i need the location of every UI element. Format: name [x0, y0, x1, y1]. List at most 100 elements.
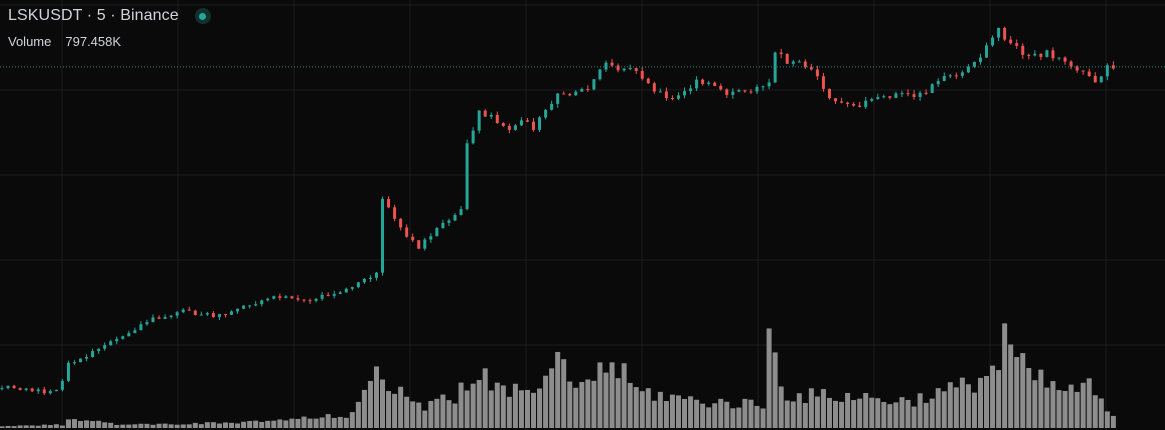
candle-body: [815, 69, 819, 77]
volume-bars: [0, 323, 1116, 428]
volume-bar: [192, 422, 198, 428]
candle-body: [489, 114, 493, 117]
candle-body: [930, 84, 934, 94]
volume-bar: [833, 400, 839, 428]
market-status-icon[interactable]: [194, 8, 211, 24]
candle-body: [1021, 45, 1025, 55]
volume-bar: [917, 393, 923, 428]
volume-bar: [1056, 390, 1062, 428]
volume-bar: [186, 424, 192, 428]
candle-body: [773, 52, 777, 83]
candle-body: [900, 93, 904, 95]
volume-bar: [11, 426, 17, 428]
volume-bar: [102, 422, 108, 428]
candle-body: [894, 93, 898, 98]
candle-body: [0, 388, 4, 390]
volume-bar: [331, 417, 337, 428]
volume-bar: [1038, 369, 1044, 428]
volume-bar: [639, 391, 645, 428]
volume-bar: [730, 408, 736, 428]
volume-bar: [754, 405, 760, 428]
candle-body: [1045, 50, 1049, 57]
candle-body: [544, 109, 548, 118]
volume-bar: [977, 377, 983, 428]
volume-bar: [84, 420, 90, 428]
symbol-title[interactable]: LSKUSDT · 5 · Binance: [8, 7, 179, 24]
candle-body: [864, 100, 868, 107]
volume-bar: [941, 391, 947, 428]
candle-body: [791, 61, 795, 64]
candle-body: [260, 300, 264, 305]
candle-body: [501, 123, 505, 126]
volume-bar: [965, 384, 971, 428]
candle-body: [519, 120, 523, 126]
candle-body: [230, 311, 234, 315]
volume-bar: [700, 403, 706, 428]
candle-body: [1051, 50, 1055, 59]
candle-body: [157, 317, 161, 319]
volume-bar: [645, 388, 651, 428]
volume-bar: [820, 389, 826, 428]
volume-bar: [1080, 382, 1086, 428]
candle-body: [574, 91, 578, 96]
volume-bar: [537, 388, 543, 428]
candle-body: [320, 294, 324, 299]
volume-bar: [585, 379, 591, 428]
candle-body: [725, 89, 729, 95]
volume-bar: [923, 402, 929, 428]
candle-body: [151, 317, 155, 323]
candle-body: [1003, 27, 1007, 40]
volume-bar: [579, 381, 585, 428]
candle-body: [707, 82, 711, 84]
volume-bar: [247, 421, 253, 428]
candle-body: [24, 388, 28, 390]
candle-body: [1027, 54, 1031, 56]
volume-bar: [446, 400, 452, 428]
volume-bar: [1002, 323, 1008, 428]
volume-bar: [736, 407, 742, 428]
candle-body: [36, 389, 40, 392]
candle-body: [423, 239, 427, 249]
volume-bar: [355, 401, 361, 428]
volume-bar: [778, 386, 784, 428]
candle-body: [616, 65, 620, 71]
volume-label[interactable]: Volume: [8, 34, 52, 49]
candle-body: [1057, 57, 1061, 59]
chart-legend: LSKUSDT · 5 · Binance Volume 797.458K: [8, 6, 211, 49]
candle-body: [846, 102, 850, 104]
candle-body: [338, 292, 342, 294]
volume-bar: [567, 381, 573, 428]
volume-bar: [1098, 398, 1104, 428]
candle-body: [356, 282, 360, 288]
candle-body: [532, 121, 536, 130]
candle-body: [175, 312, 179, 316]
candle-body: [852, 103, 856, 106]
candle-body: [876, 97, 880, 100]
candle-body: [254, 304, 258, 306]
candle-body: [187, 309, 191, 311]
candle-body: [525, 120, 529, 122]
volume-bar: [555, 351, 561, 428]
volume-bar: [657, 391, 663, 428]
candle-body: [121, 336, 125, 339]
candle-body: [465, 143, 469, 210]
candle-body: [670, 97, 674, 99]
volume-bar: [682, 398, 688, 428]
volume-bar: [845, 392, 851, 428]
candle-body: [834, 98, 838, 102]
candle-body: [809, 67, 813, 70]
candle-body: [888, 96, 892, 98]
candle-body: [453, 214, 457, 221]
candle-body: [48, 391, 52, 394]
candle-body: [477, 110, 481, 131]
candle-body: [622, 68, 626, 71]
volume-bar: [422, 410, 428, 428]
volume-bar: [543, 375, 549, 428]
volume-bar: [990, 365, 996, 428]
volume-bar: [996, 370, 1002, 428]
volume-bar: [808, 388, 814, 428]
candle-body: [1063, 57, 1067, 62]
candle-body: [6, 385, 10, 389]
